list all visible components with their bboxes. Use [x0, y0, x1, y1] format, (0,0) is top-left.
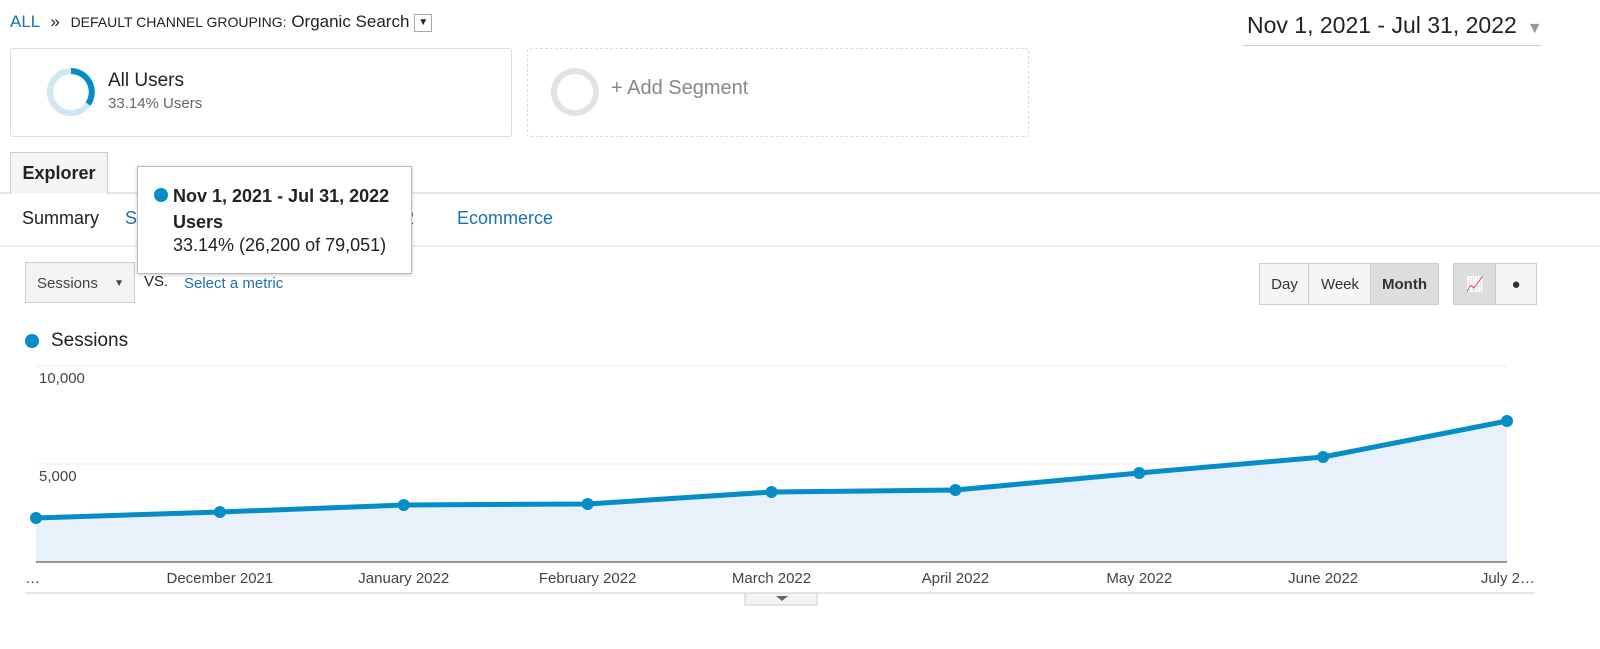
- breadcrumb: ALL » DEFAULT CHANNEL GROUPING: Organic …: [10, 12, 433, 32]
- metric-dropdown[interactable]: Sessions ▼: [25, 262, 135, 303]
- tooltip-title: Nov 1, 2021 - Jul 31, 2022: [173, 186, 390, 206]
- expand-arrow: [776, 596, 788, 601]
- x-tick-label: May 2022: [1106, 570, 1172, 587]
- point[interactable]: [765, 486, 778, 499]
- subtab[interactable]: S: [125, 208, 138, 228]
- line-chart-button[interactable]: 📈: [1453, 263, 1497, 305]
- point[interactable]: [30, 511, 42, 524]
- x-tick-label: February 2022: [539, 570, 637, 587]
- breadcrumb-sep: »: [50, 12, 60, 31]
- segment-detail: 33.14% Users: [108, 95, 203, 112]
- y-tick-label: 5,000: [39, 468, 77, 485]
- add-segment-card[interactable]: [527, 48, 1029, 137]
- x-tick-label: March 2022: [732, 570, 811, 587]
- y-tick-label: 10,000: [39, 370, 85, 387]
- tooltip-detail: 33.14% (26,200 of 79,051): [173, 235, 387, 255]
- x-tick-label: July 2…: [1481, 570, 1535, 587]
- select-metric[interactable]: Select a metric: [184, 275, 284, 292]
- segment-donut-arc: [70, 68, 95, 106]
- period-button[interactable]: Week: [1308, 263, 1372, 305]
- add-segment-icon: [551, 68, 599, 116]
- tab[interactable]: Explorer: [10, 152, 108, 194]
- period-button[interactable]: Day: [1259, 263, 1310, 305]
- x-tick-label: April 2022: [922, 570, 990, 587]
- tooltip: Nov 1, 2021 - Jul 31, 2022 Users 33.14% …: [137, 166, 412, 274]
- x-tick-label: June 2022: [1288, 570, 1358, 587]
- tooltip-dot: [154, 188, 168, 202]
- point[interactable]: [1317, 451, 1330, 464]
- breadcrumb-label: DEFAULT CHANNEL GROUPING:: [70, 14, 287, 30]
- point[interactable]: [1133, 466, 1146, 479]
- add-segment[interactable]: + Add Segment: [611, 77, 749, 99]
- subtab[interactable]: Summary: [22, 208, 100, 228]
- legend-label: Sessions: [51, 330, 129, 351]
- segment-name: All Users: [108, 70, 185, 91]
- subtab[interactable]: Ecommerce: [457, 208, 554, 228]
- point[interactable]: [949, 484, 962, 497]
- point[interactable]: [1501, 414, 1513, 427]
- breadcrumb-root[interactable]: ALL: [10, 12, 40, 31]
- x-tick-label: December 2021: [167, 570, 274, 587]
- period-button[interactable]: Month: [1370, 263, 1439, 305]
- point[interactable]: [397, 499, 410, 512]
- motion-chart-button[interactable]: ●: [1495, 263, 1537, 305]
- metric-label: Sessions: [37, 275, 98, 292]
- x-tick-label: January 2022: [358, 570, 449, 587]
- breadcrumb-dropdown[interactable]: ▼: [414, 13, 433, 32]
- legend-swatch: [25, 334, 39, 348]
- x-tick-label: …: [25, 570, 40, 587]
- point[interactable]: [581, 498, 594, 511]
- vs-label: VS.: [144, 273, 169, 290]
- date-range[interactable]: Nov 1, 2021 - Jul 31, 2022 ▼: [1243, 12, 1543, 46]
- tooltip-metric: Users: [173, 212, 224, 232]
- point[interactable]: [213, 506, 226, 519]
- area: [36, 420, 1507, 562]
- breadcrumb-value: Organic Search: [291, 12, 410, 31]
- segment-card[interactable]: [10, 48, 512, 137]
- date-range-text: Nov 1, 2021 - Jul 31, 2022: [1247, 12, 1517, 38]
